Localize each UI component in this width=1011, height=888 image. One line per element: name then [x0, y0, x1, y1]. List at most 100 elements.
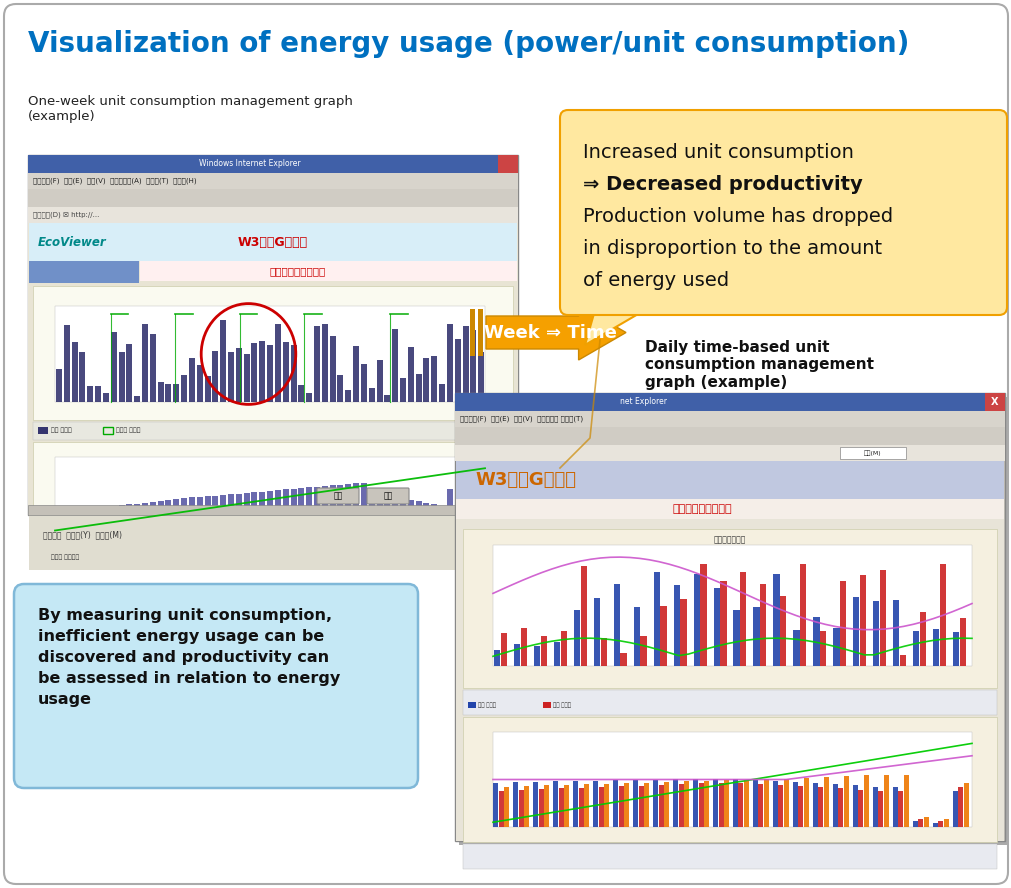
Text: 移動(M): 移動(M) [863, 450, 881, 456]
Bar [267, 491, 273, 532]
Bar [477, 309, 482, 356]
Bar [832, 628, 839, 666]
Bar [678, 784, 682, 827]
FancyBboxPatch shape [492, 545, 971, 666]
FancyBboxPatch shape [459, 397, 1008, 845]
Bar [633, 607, 639, 666]
Text: Increased unit consumption: Increased unit consumption [582, 143, 853, 162]
Bar [368, 388, 374, 402]
Bar [942, 819, 947, 827]
Bar [498, 790, 503, 827]
Text: in disproportion to the amount: in disproportion to the amount [582, 239, 882, 258]
Bar [792, 782, 797, 827]
Bar [290, 488, 296, 532]
Bar [165, 500, 171, 532]
Bar [103, 507, 109, 532]
Bar [416, 374, 422, 402]
Bar [837, 789, 842, 827]
FancyBboxPatch shape [33, 286, 513, 420]
Bar [439, 505, 445, 532]
Bar [798, 786, 803, 827]
Bar [653, 572, 659, 666]
Bar [683, 781, 688, 827]
Bar [819, 631, 826, 666]
Bar [416, 501, 422, 532]
Bar [423, 503, 429, 532]
Bar [478, 353, 483, 402]
Bar [658, 785, 663, 827]
Bar [173, 384, 179, 402]
Bar [912, 630, 918, 666]
Bar [150, 502, 156, 532]
FancyBboxPatch shape [316, 488, 359, 504]
Bar [158, 382, 164, 402]
Bar [368, 493, 374, 532]
FancyBboxPatch shape [140, 261, 517, 281]
Bar [173, 499, 179, 532]
FancyBboxPatch shape [455, 393, 1004, 841]
Text: ファイル(F)  編集(E)  表示(V)  お気に入り ツール(T): ファイル(F) 編集(E) 表示(V) お気に入り ツール(T) [460, 416, 582, 423]
Bar [772, 781, 777, 827]
Bar [165, 384, 171, 402]
Bar [718, 782, 723, 827]
Bar [533, 781, 538, 827]
FancyBboxPatch shape [455, 393, 1004, 411]
Bar [392, 496, 397, 532]
Bar [134, 503, 141, 532]
Bar [843, 776, 848, 827]
Bar [384, 395, 390, 402]
Bar [306, 488, 311, 532]
Bar [852, 786, 857, 827]
Text: 日次グラフ：原単位: 日次グラフ：原単位 [672, 504, 732, 514]
Bar [72, 511, 78, 532]
FancyBboxPatch shape [367, 488, 408, 504]
Bar [227, 353, 234, 402]
Bar [772, 574, 778, 666]
Bar [514, 644, 520, 666]
Bar [599, 787, 604, 827]
FancyBboxPatch shape [29, 261, 139, 283]
Bar [932, 629, 938, 666]
FancyBboxPatch shape [33, 549, 513, 567]
Bar [118, 505, 124, 532]
Bar [793, 630, 799, 666]
Bar [189, 497, 195, 532]
Bar [150, 335, 156, 402]
Bar [777, 785, 783, 827]
Bar [423, 358, 429, 402]
FancyBboxPatch shape [559, 110, 1006, 315]
Bar [872, 601, 879, 666]
FancyBboxPatch shape [29, 514, 517, 570]
Bar [919, 612, 925, 666]
Bar [937, 821, 942, 827]
Text: 印刷: 印刷 [383, 491, 392, 501]
Bar [784, 779, 789, 827]
Bar [592, 781, 598, 827]
Bar [779, 596, 786, 666]
Bar [580, 567, 586, 666]
Text: EcoViewer: EcoViewer [38, 235, 106, 249]
Bar [892, 787, 897, 827]
Bar [259, 341, 265, 402]
Bar [763, 780, 768, 827]
Bar [306, 392, 311, 402]
Bar [513, 782, 518, 827]
Bar [431, 356, 437, 402]
Bar [521, 628, 527, 666]
Bar [613, 781, 618, 827]
Bar [181, 375, 187, 402]
FancyBboxPatch shape [463, 717, 996, 842]
Bar [399, 498, 405, 532]
FancyBboxPatch shape [497, 155, 518, 173]
Bar [80, 510, 85, 532]
Bar [337, 375, 343, 402]
Bar [439, 384, 445, 402]
Bar [38, 427, 48, 434]
FancyBboxPatch shape [456, 461, 1003, 841]
Text: Visualization of energy usage (power/unit consumption): Visualization of energy usage (power/uni… [28, 30, 909, 58]
Bar [399, 378, 405, 402]
Bar [753, 607, 759, 666]
Bar [878, 790, 883, 827]
FancyBboxPatch shape [463, 529, 996, 688]
Text: Production volume has dropped: Production volume has dropped [582, 207, 893, 226]
